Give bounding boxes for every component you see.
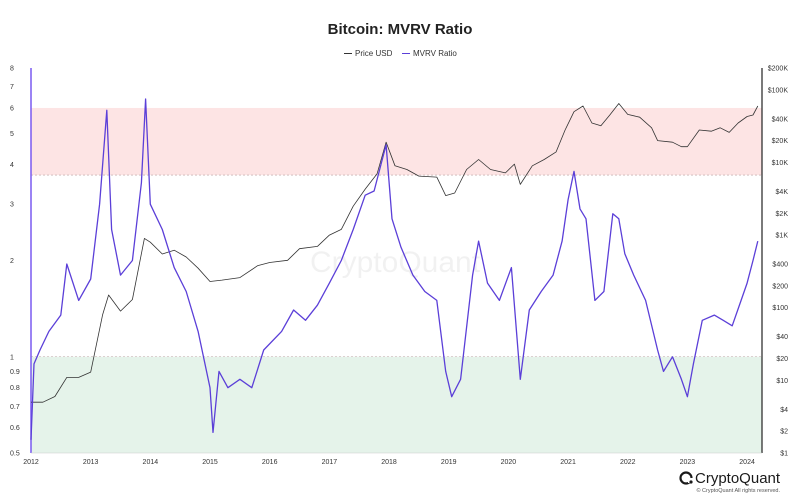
y-right-tick: $1: [780, 451, 788, 458]
x-tick: 2015: [202, 459, 218, 466]
series-line-price: [31, 103, 759, 403]
x-tick: 2014: [143, 459, 159, 466]
x-tick: 2024: [739, 459, 755, 466]
x-tick: 2022: [620, 459, 636, 466]
legend-mvrv-label: MVRV Ratio: [413, 49, 457, 58]
y-right-tick: $100K: [768, 87, 789, 94]
right-axis-ticks: $1 $2 $4 $10 $20 $40 $100 $200 $400 $1K $2K $4K $10K…: [768, 66, 789, 458]
y-right-tick: $40: [776, 334, 788, 341]
y-left-tick: 3: [10, 202, 14, 209]
y-right-tick: $4: [780, 407, 788, 414]
y-right-tick: $400: [772, 262, 788, 269]
y-right-tick: $200: [772, 283, 788, 290]
left-axis-ticks: 0.5 0.6 0.7 0.8 0.9 1 2 3 4 5 6 7 8: [10, 66, 20, 458]
y-left-tick: 6: [10, 105, 14, 112]
brand-block: CryptoQuant © CryptoQuant All rights res…: [679, 470, 781, 494]
valuation-bands: [31, 107, 762, 453]
x-tick: 2018: [381, 459, 397, 466]
y-right-tick: $200K: [768, 66, 789, 73]
y-left-tick: 0.5: [10, 451, 20, 458]
y-left-tick: 1: [10, 354, 14, 361]
y-right-tick: $2: [780, 429, 788, 436]
y-right-tick: $20K: [772, 138, 789, 145]
x-tick: 2019: [441, 459, 457, 466]
brand-name: CryptoQuant: [695, 470, 781, 487]
cryptoquant-logo-icon: [679, 471, 693, 485]
y-left-tick: 0.7: [10, 404, 20, 411]
y-right-tick: $2K: [776, 211, 789, 218]
y-right-tick: $10: [776, 378, 788, 385]
y-left-tick: 5: [10, 131, 14, 138]
chart-title: Bitcoin: MVRV Ratio: [328, 21, 473, 38]
copyright-text: © CryptoQuant All rights reserved.: [696, 487, 780, 494]
band-undervalued: [31, 356, 762, 453]
y-left-tick: 8: [10, 66, 14, 73]
y-left-tick: 4: [10, 162, 14, 169]
x-tick: 2016: [262, 459, 278, 466]
x-axis-ticks: 2012 2013 2014 2015 2016 2017 2018 2019 2020 2021…: [23, 459, 755, 466]
y-left-tick: 0.6: [10, 425, 20, 432]
x-tick: 2013: [83, 459, 99, 466]
series-lines: [30, 98, 759, 440]
band-overvalued: [31, 107, 762, 176]
chart-axes: [30, 68, 763, 454]
x-tick: 2020: [501, 459, 517, 466]
y-left-tick: 7: [10, 84, 14, 91]
x-tick: 2012: [23, 459, 39, 466]
y-right-tick: $40K: [772, 116, 789, 123]
y-left-tick: 0.9: [10, 369, 20, 376]
series-line-mvrv: [30, 98, 759, 440]
x-tick: 2021: [560, 459, 576, 466]
watermark: CryptoQuant: [310, 246, 481, 279]
y-right-tick: $1K: [776, 233, 789, 240]
legend-price-label: Price USD: [355, 49, 393, 58]
y-right-tick: $10K: [772, 160, 789, 167]
y-right-tick: $20: [776, 356, 788, 363]
x-tick: 2017: [322, 459, 338, 466]
chart-legend: Price USD MVRV Ratio: [344, 49, 457, 58]
watermark-text: CryptoQuant: [310, 246, 481, 279]
y-left-tick: 0.8: [10, 385, 20, 392]
y-left-tick: 2: [10, 258, 14, 265]
y-right-tick: $4K: [776, 189, 789, 196]
y-right-tick: $100: [772, 305, 788, 312]
x-tick: 2023: [680, 459, 696, 466]
